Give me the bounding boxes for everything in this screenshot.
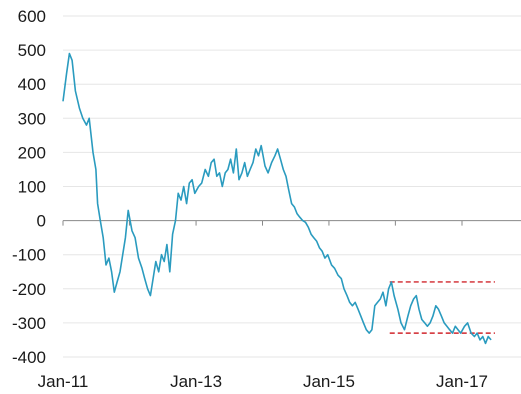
y-tick-label: -300 [12,314,46,333]
x-tick-labels: Jan-11 Jan-13 Jan-15 Jan-17 [38,372,488,391]
y-tick-label: 200 [18,143,46,162]
x-tick-label: Jan-13 [170,372,222,391]
x-tick-label: Jan-15 [303,372,355,391]
grid-lines [63,15,521,358]
series-line [62,52,492,345]
y-tick-label: 100 [18,178,46,197]
y-tick-label: 0 [37,212,46,231]
y-tick-label: 600 [18,7,46,26]
y-tick-label: -400 [12,348,46,367]
series-layer [62,52,492,345]
y-tick-label: 400 [18,75,46,94]
x-tick-label: Jan-17 [436,372,488,391]
y-tick-label: 500 [18,41,46,60]
zero-axis [62,220,521,226]
reference-lines [389,281,495,334]
y-tick-label: -100 [12,246,46,265]
y-tick-label: 300 [18,109,46,128]
x-tick-label: Jan-11 [38,372,89,391]
y-tick-label: -200 [12,280,46,299]
y-tick-labels: 600 500 400 300 200 100 0 -100 -200 -300 -400 [12,7,46,367]
